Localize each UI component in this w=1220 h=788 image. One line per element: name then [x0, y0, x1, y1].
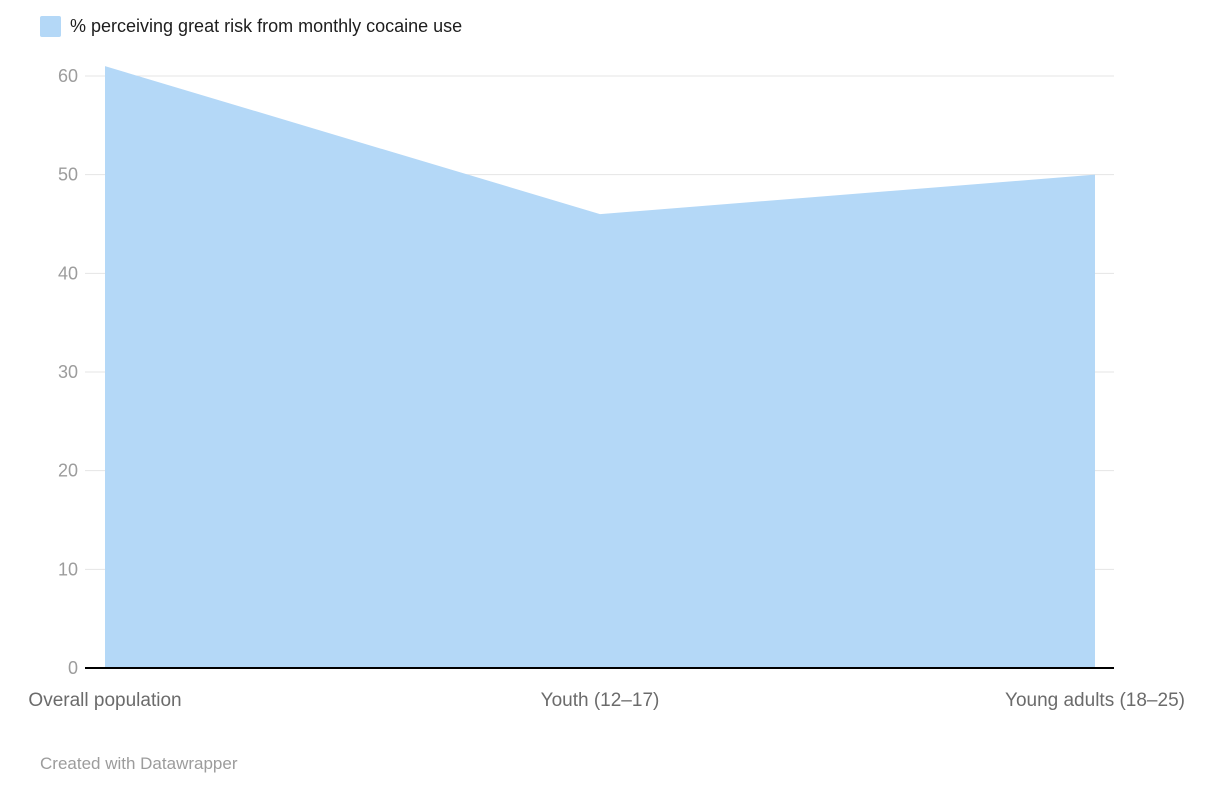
y-tick-label: 0 [68, 658, 78, 678]
x-category-label: Youth (12–17) [541, 690, 660, 711]
x-category-label: Overall population [28, 690, 181, 711]
legend-swatch [40, 16, 61, 37]
y-tick-label: 60 [58, 66, 78, 86]
area-shape [105, 66, 1095, 669]
y-tick-label: 50 [58, 165, 78, 185]
y-tick-label: 30 [58, 362, 78, 382]
x-category-label: Young adults (18–25) [1005, 690, 1185, 711]
chart-legend: % perceiving great risk from monthly coc… [40, 16, 462, 37]
y-tick-label: 20 [58, 461, 78, 481]
y-tick-label: 40 [58, 263, 78, 283]
datawrapper-credit: Created with Datawrapper [40, 754, 238, 773]
y-tick-label: 10 [58, 559, 78, 579]
legend-label: % perceiving great risk from monthly coc… [70, 16, 463, 36]
